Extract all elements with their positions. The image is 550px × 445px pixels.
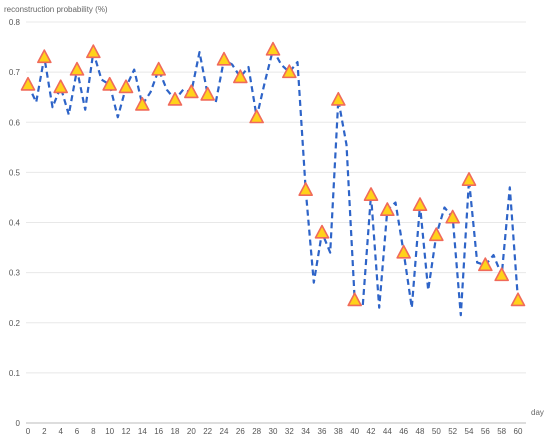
x-tick-label: 2 — [42, 427, 47, 436]
x-tick-label: 40 — [350, 427, 359, 436]
x-tick-label: 22 — [203, 427, 212, 436]
y-tick-label: 0.7 — [9, 68, 21, 77]
x-tick-label: 60 — [514, 427, 523, 436]
y-tick-label: 0.3 — [9, 269, 21, 278]
triangle-marker — [430, 228, 443, 240]
x-tick-label: 28 — [252, 427, 261, 436]
x-tick-label: 46 — [399, 427, 408, 436]
triangle-markers — [22, 43, 525, 306]
x-axis-title: day — [531, 408, 544, 417]
x-tick-label: 14 — [138, 427, 147, 436]
triangle-marker — [512, 293, 525, 305]
triangle-marker — [136, 98, 149, 110]
x-tick-label: 38 — [334, 427, 343, 436]
triangle-marker — [120, 80, 133, 92]
triangle-marker — [201, 88, 214, 100]
triangle-marker — [397, 246, 410, 258]
x-tick-label: 30 — [269, 427, 278, 436]
y-axis-ticks: 0 0.1 0.2 0.3 0.4 0.5 0.6 0.7 0.8 — [9, 18, 21, 428]
triangle-marker — [152, 63, 165, 75]
y-tick-label: 0.6 — [9, 118, 21, 127]
triangle-marker — [22, 78, 35, 90]
x-tick-label: 26 — [236, 427, 245, 436]
x-tick-label: 36 — [318, 427, 327, 436]
x-tick-label: 0 — [26, 427, 31, 436]
triangle-marker — [365, 188, 378, 200]
triangle-marker — [446, 210, 459, 222]
triangle-marker — [54, 80, 67, 92]
triangle-marker — [463, 173, 476, 185]
y-tick-label: 0.1 — [9, 369, 21, 378]
x-tick-label: 24 — [220, 427, 229, 436]
x-tick-label: 20 — [187, 427, 196, 436]
y-tick-label: 0.2 — [9, 319, 21, 328]
x-tick-label: 8 — [91, 427, 96, 436]
triangle-marker — [218, 53, 231, 65]
y-axis-title: reconstruction probability (%) — [4, 5, 108, 14]
triangle-marker — [332, 93, 345, 105]
x-tick-label: 52 — [448, 427, 457, 436]
x-tick-label: 10 — [105, 427, 114, 436]
triangle-marker — [381, 203, 394, 215]
y-tick-label: 0.4 — [9, 219, 21, 228]
x-tick-label: 34 — [301, 427, 310, 436]
x-axis-ticks: 0 2 4 6 8 10 12 14 16 18 20 22 24 26 28 30 32 34 36 38 40 42 4… — [26, 427, 523, 436]
triangle-marker — [71, 63, 84, 75]
triangle-marker — [299, 183, 312, 195]
y-tick-label: 0 — [16, 419, 21, 428]
series-line — [28, 50, 518, 316]
triangle-marker — [87, 45, 100, 57]
triangle-marker — [185, 85, 198, 97]
triangle-marker — [267, 43, 280, 55]
x-tick-label: 48 — [416, 427, 425, 436]
triangle-marker — [169, 93, 182, 105]
x-tick-label: 56 — [481, 427, 490, 436]
x-tick-label: 44 — [383, 427, 392, 436]
x-tick-label: 42 — [367, 427, 376, 436]
triangle-marker — [103, 78, 116, 90]
triangle-marker — [348, 293, 361, 305]
x-tick-label: 32 — [285, 427, 294, 436]
x-tick-label: 18 — [171, 427, 180, 436]
x-tick-label: 6 — [75, 427, 80, 436]
triangle-marker — [250, 110, 263, 122]
triangle-marker — [38, 50, 51, 62]
x-tick-label: 54 — [465, 427, 474, 436]
x-tick-label: 4 — [58, 427, 63, 436]
x-tick-label: 58 — [497, 427, 506, 436]
triangle-marker — [316, 226, 329, 238]
x-tick-label: 12 — [122, 427, 131, 436]
y-tick-label: 0.8 — [9, 18, 21, 27]
triangle-marker — [495, 268, 508, 280]
triangle-marker — [414, 198, 427, 210]
x-tick-label: 50 — [432, 427, 441, 436]
x-tick-label: 16 — [154, 427, 163, 436]
y-tick-label: 0.5 — [9, 168, 21, 177]
